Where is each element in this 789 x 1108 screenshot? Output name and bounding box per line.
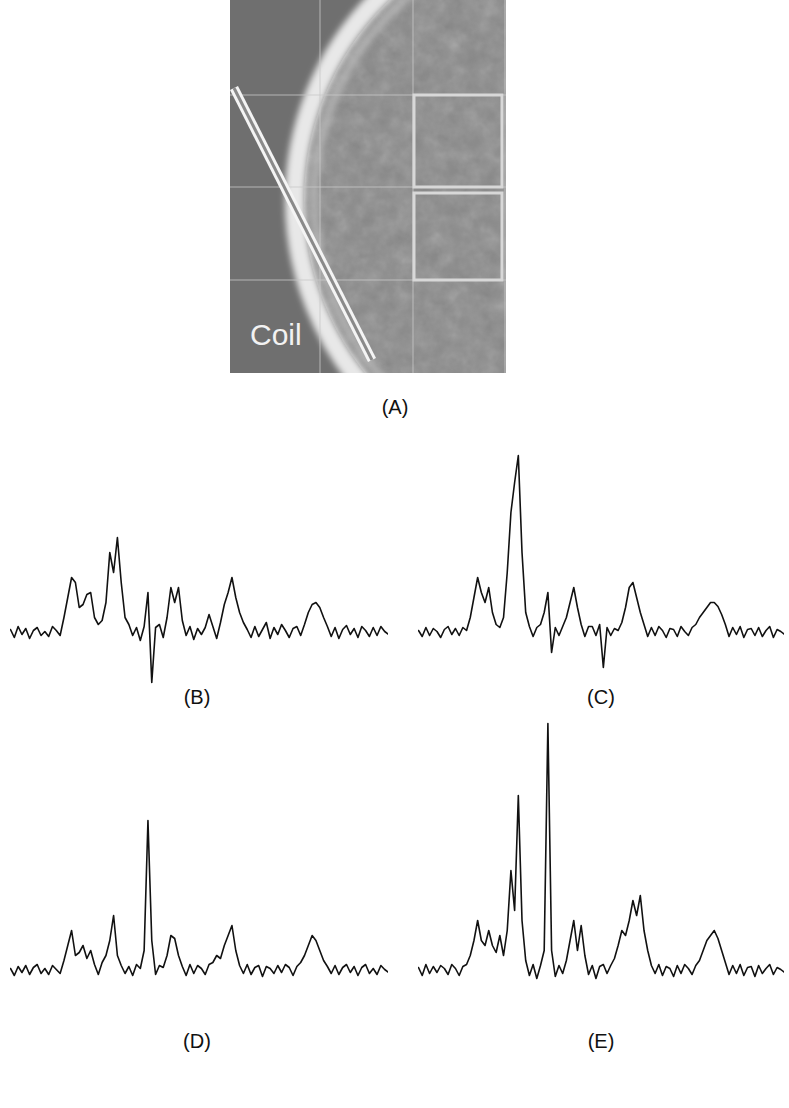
html-text:(C): (C) <box>587 686 615 708</box>
svg-text:Coil: Coil <box>250 318 302 351</box>
html-text:(D): (D) <box>183 1030 211 1052</box>
html-text:(A): (A) <box>381 396 409 418</box>
html-text:(E): (E) <box>587 1030 615 1052</box>
html-text:(B): (B) <box>183 686 211 708</box>
